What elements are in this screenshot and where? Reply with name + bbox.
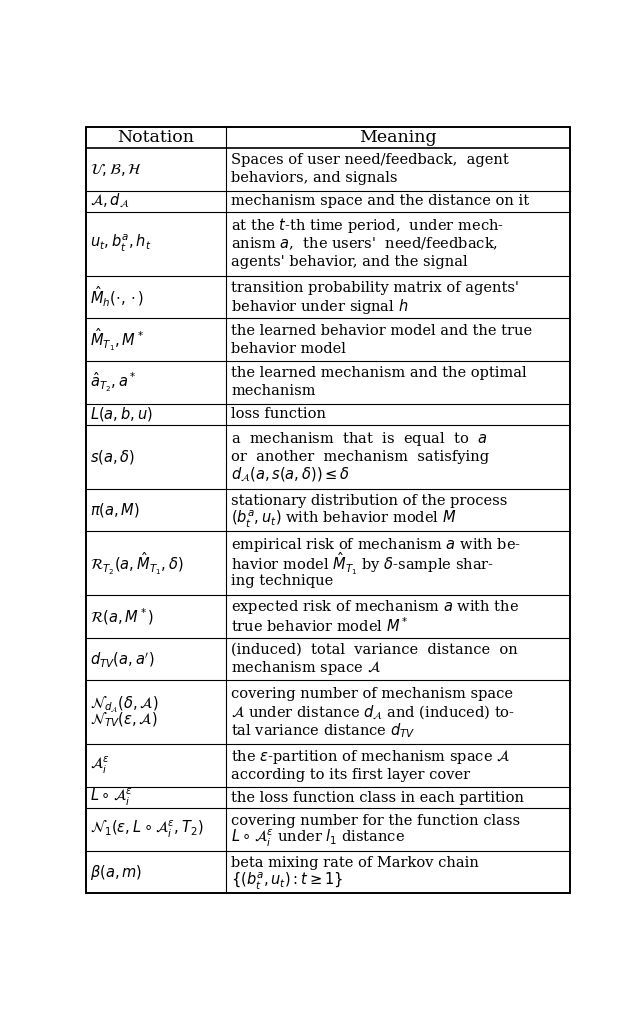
Text: havior model $\hat{M}_{T_1}$ by $\delta$-sample shar-: havior model $\hat{M}_{T_1}$ by $\delta$… bbox=[231, 550, 494, 577]
Text: a  mechanism  that  is  equal  to  $a$: a mechanism that is equal to $a$ bbox=[231, 429, 488, 447]
Text: covering number of mechanism space: covering number of mechanism space bbox=[231, 687, 513, 701]
Text: mechanism: mechanism bbox=[231, 384, 316, 398]
Text: behavior under signal $h$: behavior under signal $h$ bbox=[231, 297, 408, 315]
Text: $\mathcal{U}, \mathcal{B}, \mathcal{H}$: $\mathcal{U}, \mathcal{B}, \mathcal{H}$ bbox=[90, 161, 141, 178]
Text: $\mathcal{N}_{TV}(\epsilon, \mathcal{A})$: $\mathcal{N}_{TV}(\epsilon, \mathcal{A})… bbox=[90, 711, 157, 729]
Text: $\pi(a, M)$: $\pi(a, M)$ bbox=[90, 501, 140, 519]
Text: $\hat{a}_{T_2}, a^*$: $\hat{a}_{T_2}, a^*$ bbox=[90, 371, 137, 394]
Text: loss function: loss function bbox=[231, 407, 326, 421]
Text: $\mathcal{A}, d_{\mathcal{A}}$: $\mathcal{A}, d_{\mathcal{A}}$ bbox=[90, 192, 129, 210]
Text: $L \circ \mathcal{A}_i^{\epsilon}$ under $l_1$ distance: $L \circ \mathcal{A}_i^{\epsilon}$ under… bbox=[231, 828, 405, 849]
Text: $(b_t^{a}, u_t)$ with behavior model $M$: $(b_t^{a}, u_t)$ with behavior model $M$ bbox=[231, 509, 457, 529]
Text: $s(a, \delta)$: $s(a, \delta)$ bbox=[90, 447, 135, 466]
Text: agents' behavior, and the signal: agents' behavior, and the signal bbox=[231, 255, 468, 269]
Text: empirical risk of mechanism $a$ with be-: empirical risk of mechanism $a$ with be- bbox=[231, 536, 522, 554]
Text: expected risk of mechanism $a$ with the: expected risk of mechanism $a$ with the bbox=[231, 599, 520, 616]
Text: $\mathcal{A}_i^{\epsilon}$: $\mathcal{A}_i^{\epsilon}$ bbox=[90, 755, 109, 777]
Text: covering number for the function class: covering number for the function class bbox=[231, 813, 520, 827]
Text: Spaces of user need/feedback,  agent: Spaces of user need/feedback, agent bbox=[231, 154, 509, 168]
Text: $\mathcal{N}_{d_{\mathcal{A}}}(\delta, \mathcal{A})$: $\mathcal{N}_{d_{\mathcal{A}}}(\delta, \… bbox=[90, 695, 159, 715]
Text: Notation: Notation bbox=[118, 129, 195, 145]
Text: at the $t$-th time period,  under mech-: at the $t$-th time period, under mech- bbox=[231, 216, 504, 235]
Text: $\mathcal{A}$ under distance $d_{\mathcal{A}}$ and (induced) to-: $\mathcal{A}$ under distance $d_{\mathca… bbox=[231, 703, 515, 721]
Text: the learned mechanism and the optimal: the learned mechanism and the optimal bbox=[231, 367, 527, 380]
Text: tal variance distance $d_{TV}$: tal variance distance $d_{TV}$ bbox=[231, 721, 416, 740]
Text: the $\epsilon$-partition of mechanism space $\mathcal{A}$: the $\epsilon$-partition of mechanism sp… bbox=[231, 747, 511, 766]
Text: stationary distribution of the process: stationary distribution of the process bbox=[231, 494, 508, 508]
Text: behavior model: behavior model bbox=[231, 341, 346, 356]
Text: true behavior model $M^*$: true behavior model $M^*$ bbox=[231, 616, 409, 635]
Text: $\beta(a, m)$: $\beta(a, m)$ bbox=[90, 863, 142, 882]
Text: mechanism space and the distance on it: mechanism space and the distance on it bbox=[231, 194, 529, 208]
Text: $\mathcal{R}(a, M^*)$: $\mathcal{R}(a, M^*)$ bbox=[90, 606, 154, 627]
Text: mechanism space $\mathcal{A}$: mechanism space $\mathcal{A}$ bbox=[231, 660, 381, 678]
Text: beta mixing rate of Markov chain: beta mixing rate of Markov chain bbox=[231, 856, 479, 870]
Text: $\mathcal{R}_{T_2}(a, \hat{M}_{T_1}, \delta)$: $\mathcal{R}_{T_2}(a, \hat{M}_{T_1}, \de… bbox=[90, 550, 184, 577]
Text: the loss function class in each partition: the loss function class in each partitio… bbox=[231, 791, 524, 805]
Text: $\{(b_t^{a}, u_t) : t \geq 1\}$: $\{(b_t^{a}, u_t) : t \geq 1\}$ bbox=[231, 871, 344, 892]
Text: (induced)  total  variance  distance  on: (induced) total variance distance on bbox=[231, 643, 518, 658]
Text: $d_{\mathcal{A}}(a, s(a, \delta)) \leq \delta$: $d_{\mathcal{A}}(a, s(a, \delta)) \leq \… bbox=[231, 466, 350, 484]
Text: according to its first layer cover: according to its first layer cover bbox=[231, 768, 470, 782]
Text: behaviors, and signals: behaviors, and signals bbox=[231, 172, 398, 185]
Text: transition probability matrix of agents': transition probability matrix of agents' bbox=[231, 281, 519, 295]
Text: $u_t, b_t^{a}, h_t$: $u_t, b_t^{a}, h_t$ bbox=[90, 233, 152, 255]
Text: ing technique: ing technique bbox=[231, 575, 333, 589]
Text: $d_{TV}(a, a')$: $d_{TV}(a, a')$ bbox=[90, 649, 154, 669]
Text: $\hat{M}_{T_1}, M^*$: $\hat{M}_{T_1}, M^*$ bbox=[90, 326, 145, 352]
Text: or  another  mechanism  satisfying: or another mechanism satisfying bbox=[231, 449, 490, 464]
Text: $\mathcal{N}_1(\epsilon, L \circ \mathcal{A}_i^{\epsilon}, T_2)$: $\mathcal{N}_1(\epsilon, L \circ \mathca… bbox=[90, 819, 204, 840]
Text: anism $a$,  the users'  need/feedback,: anism $a$, the users' need/feedback, bbox=[231, 235, 499, 252]
Text: $L \circ \mathcal{A}_i^{\epsilon}$: $L \circ \mathcal{A}_i^{\epsilon}$ bbox=[90, 787, 132, 808]
Text: $\hat{M}_h(\cdot, \cdot)$: $\hat{M}_h(\cdot, \cdot)$ bbox=[90, 285, 144, 309]
Text: the learned behavior model and the true: the learned behavior model and the true bbox=[231, 323, 532, 337]
Text: $L(a, b, u)$: $L(a, b, u)$ bbox=[90, 405, 153, 423]
Text: Meaning: Meaning bbox=[360, 129, 437, 145]
